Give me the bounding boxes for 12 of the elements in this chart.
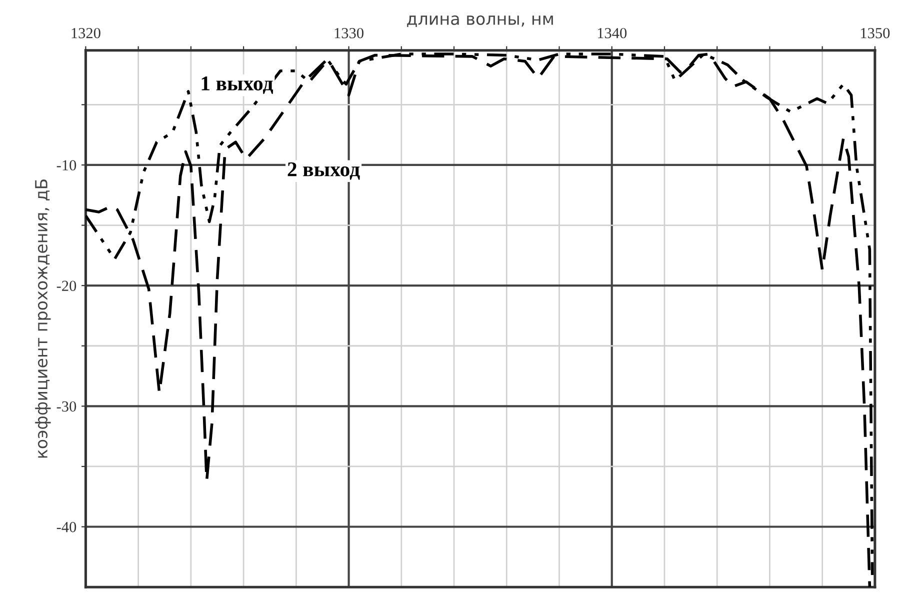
y-tick-label: -10 [56,160,76,170]
x-tick-label: 1330 [334,28,364,38]
y-tick-label: -30 [56,401,76,412]
x-tick-label: 1350 [861,28,890,38]
annotation: 1 выход [202,76,274,94]
y-tick-label: -40 [56,522,76,532]
x-axis-title: длина волны, нм [407,15,553,28]
x-tick-label: 1340 [598,28,627,38]
y-tick-label: -20 [56,280,76,292]
annotation: 2 выход [288,162,360,180]
y-axis-title: коэффициент прохождения, дБ [35,179,51,458]
x-tick-label: 1320 [72,28,100,38]
